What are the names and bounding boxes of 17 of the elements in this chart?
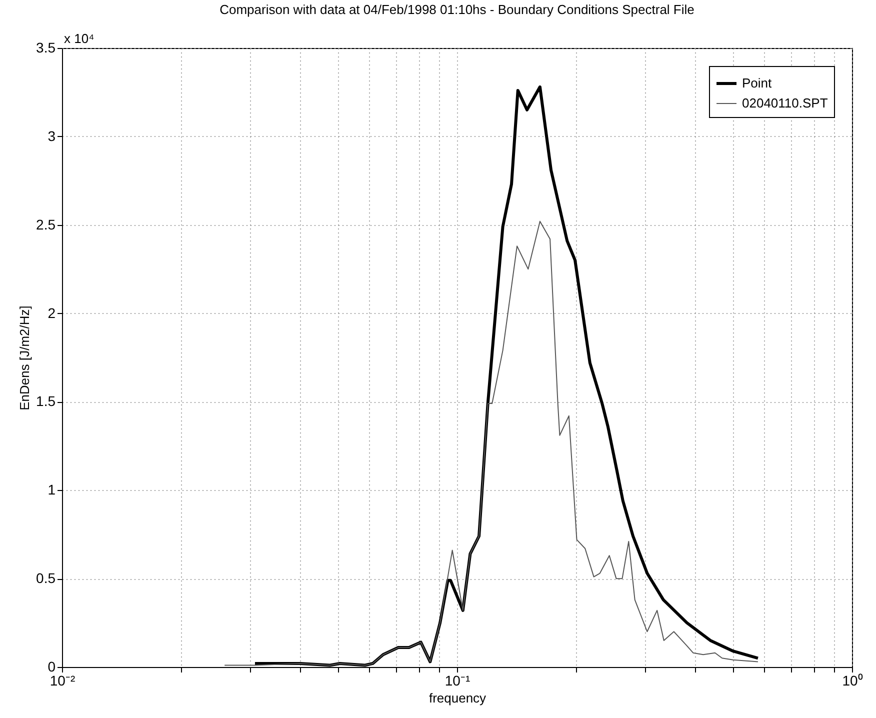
chart-title: Comparison with data at 04/Feb/1998 01:10hs - Boundary Conditions Spectral File <box>220 2 694 17</box>
y-axis-title: EnDens [J/m2/Hz] <box>17 306 32 410</box>
x-tick-label: 10⁻¹ <box>444 672 470 688</box>
x-tick-label: 10⁻² <box>50 672 76 688</box>
x-tick-label: 10⁰ <box>842 672 863 688</box>
legend-label: Point <box>742 76 772 90</box>
legend-label: 02040110.SPT <box>742 96 828 110</box>
text: x 10⁴ <box>64 31 94 46</box>
x-axis-title: frequency <box>428 690 487 706</box>
y-tick-label: 2 <box>48 304 56 321</box>
y-tick-label: 3.5 <box>36 40 56 56</box>
y-tick-label: 1.5 <box>36 393 56 410</box>
y-tick-label: 0 <box>48 658 56 674</box>
y-tick-label: 0.5 <box>36 570 56 586</box>
y-tick-label: 3 <box>48 128 56 144</box>
y-tick-label: 1 <box>48 482 56 498</box>
y-tick-label: 2.5 <box>36 216 56 232</box>
